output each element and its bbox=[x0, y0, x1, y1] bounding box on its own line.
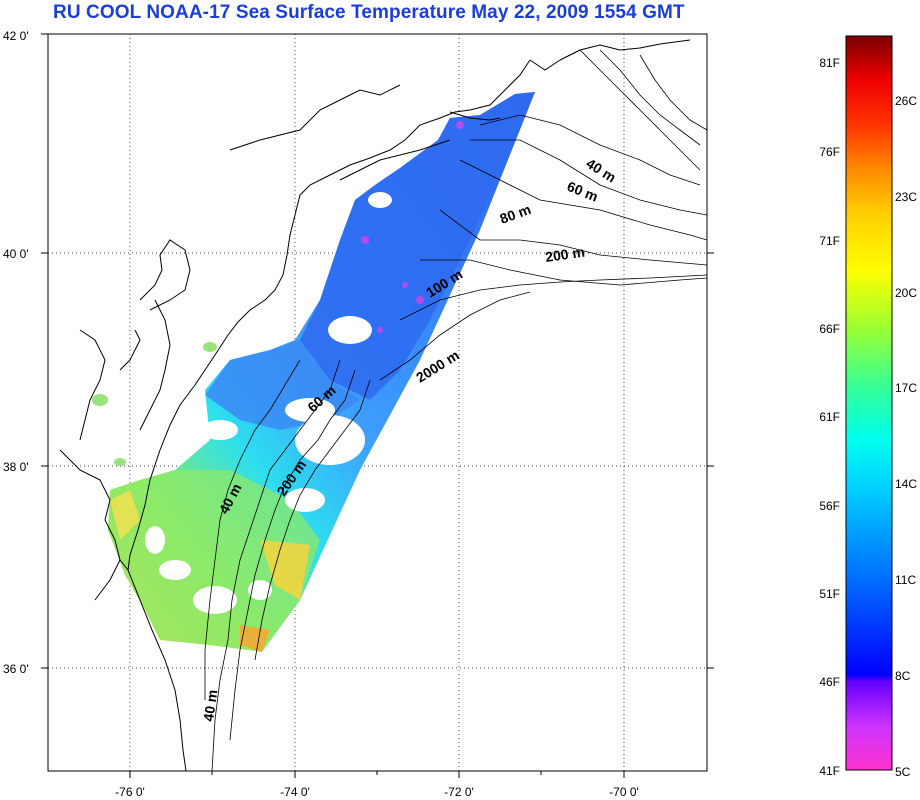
fahrenheit-label: 66F bbox=[819, 322, 840, 336]
frame-ticks bbox=[41, 33, 714, 778]
celsius-label: 5C bbox=[895, 765, 911, 779]
lat-label: 36 0' bbox=[3, 662, 29, 676]
celsius-label: 14C bbox=[895, 477, 917, 491]
fahrenheit-label: 51F bbox=[819, 587, 840, 601]
latitude-labels: 42 0' 40 0' 38 0' 36 0' bbox=[3, 29, 29, 676]
celsius-label: 8C bbox=[895, 669, 911, 683]
colorbar-celsius-labels: 26C 23C 20C 17C 14C 11C 8C 5C bbox=[895, 94, 917, 779]
lat-label: 40 0' bbox=[3, 247, 29, 261]
isobath-label: 40 m bbox=[200, 689, 220, 723]
fahrenheit-label: 76F bbox=[819, 145, 840, 159]
celsius-label: 11C bbox=[895, 573, 916, 587]
celsius-label: 20C bbox=[895, 286, 917, 300]
lon-label: -72 0' bbox=[444, 785, 474, 799]
fahrenheit-label: 46F bbox=[819, 675, 840, 689]
fahrenheit-label: 61F bbox=[819, 410, 840, 424]
colorbar-fahrenheit-labels: 81F 76F 71F 66F 61F 56F 51F 46F 41F bbox=[819, 56, 840, 778]
fahrenheit-label: 56F bbox=[819, 499, 840, 513]
lat-label: 38 0' bbox=[3, 460, 29, 474]
fahrenheit-label: 71F bbox=[819, 234, 840, 248]
celsius-label: 26C bbox=[895, 94, 917, 108]
isobaths bbox=[204, 49, 707, 771]
coastline bbox=[59, 39, 691, 771]
temperature-colorbar: 81F 76F 71F 66F 61F 56F 51F 46F 41F 26C … bbox=[819, 35, 917, 779]
celsius-label: 17C bbox=[895, 381, 917, 395]
colorbar-gradient bbox=[845, 35, 893, 771]
lon-label: -74 0' bbox=[280, 785, 310, 799]
celsius-label: 23C bbox=[895, 190, 917, 204]
fahrenheit-label: 41F bbox=[819, 764, 840, 778]
sst-swath bbox=[92, 92, 535, 652]
fahrenheit-label: 81F bbox=[819, 56, 840, 70]
lat-label: 42 0' bbox=[3, 29, 29, 43]
isobath-label: 200 m bbox=[544, 244, 586, 265]
longitude-labels: -76 0' -74 0' -72 0' -70 0' bbox=[115, 785, 639, 799]
lon-label: -70 0' bbox=[609, 785, 639, 799]
map-area: 40 m 60 m 80 m 200 m 100 m 2000 m 60 m 2… bbox=[48, 34, 707, 771]
lon-label: -76 0' bbox=[115, 785, 145, 799]
map-title: RU COOL NOAA-17 Sea Surface Temperature … bbox=[53, 2, 685, 23]
